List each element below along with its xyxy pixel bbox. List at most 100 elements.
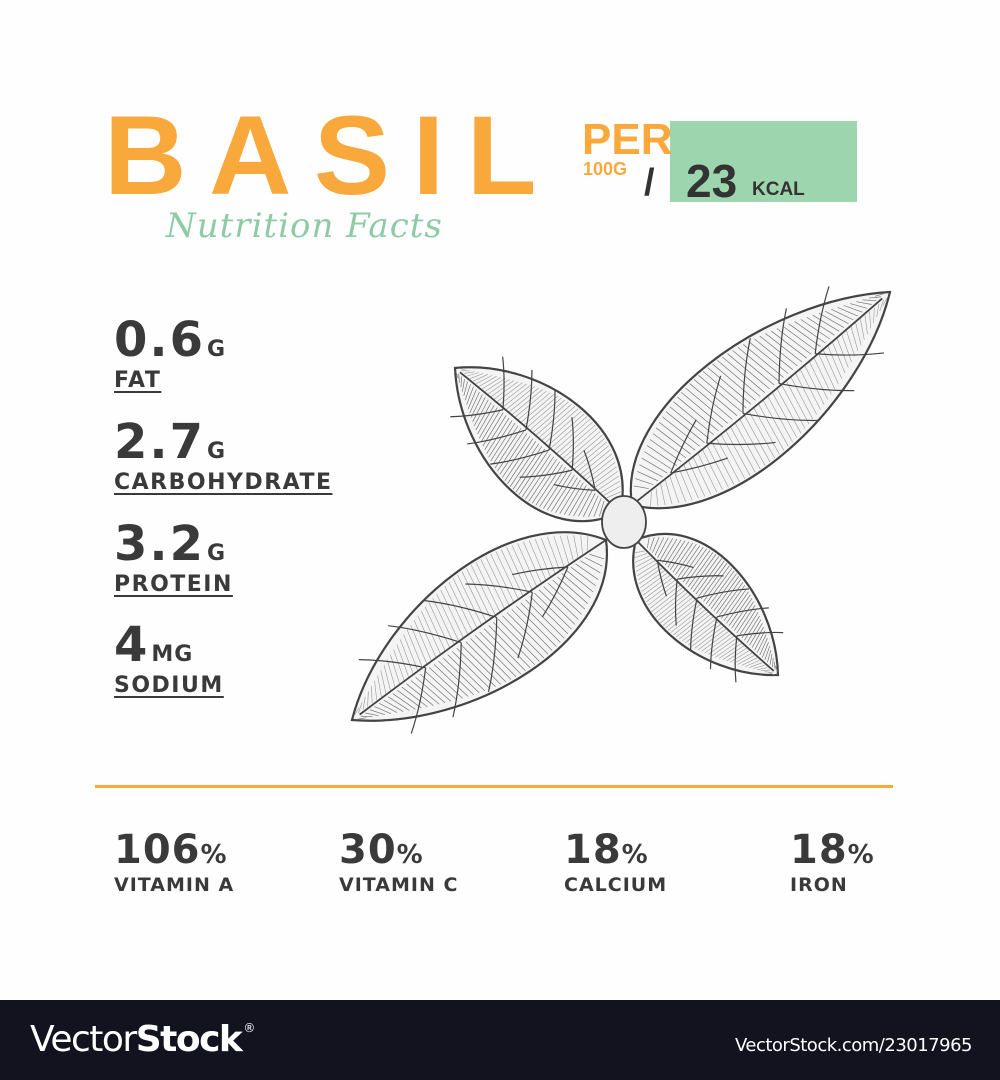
leaf-hatch: [505, 386, 535, 410]
leaf-hatch: [553, 418, 591, 452]
leaf-hatch: [706, 445, 729, 488]
leaf-hatch: [697, 628, 727, 651]
leaf-hatch: [716, 579, 742, 614]
leaf-hatch: [586, 536, 589, 551]
leaf-vein: [657, 559, 694, 569]
leaf-hatch: [644, 451, 673, 470]
nutrient-unit: G: [207, 439, 227, 464]
stem-bud: [601, 495, 647, 549]
leaf-vein: [490, 449, 550, 465]
leaf-hatch: [836, 338, 849, 368]
leaf-hatch: [689, 383, 733, 420]
leaf-midrib: [459, 371, 621, 513]
leaf-hatch: [552, 579, 585, 610]
leaf-hatch: [635, 478, 654, 486]
nutrient-label: CARBOHYDRATE: [114, 470, 333, 495]
leaf-hatch: [711, 441, 735, 485]
leaf-hatch: [390, 654, 400, 684]
leaf-hatch: [589, 553, 605, 560]
leaf-hatch: [467, 389, 477, 410]
leaf-hatch: [570, 566, 596, 587]
leaf-hatch: [484, 415, 507, 451]
leaf-hatch: [698, 560, 725, 597]
leaf-hatch: [538, 589, 576, 625]
leaf-hatch: [649, 584, 681, 609]
leaf-hatch: [507, 441, 537, 484]
percent-value: 106: [114, 827, 201, 873]
leaf-hatch: [739, 608, 757, 636]
percent-label: IRON: [790, 874, 848, 896]
leaf-hatch: [727, 353, 770, 390]
nutrient-carbohydrate: 2.7G CARBOHYDRATE: [114, 418, 332, 494]
leaf-hatch: [700, 562, 728, 600]
leaf-hatch: [591, 466, 617, 486]
leaf-hatch: [464, 384, 471, 401]
leaf-hatch: [511, 545, 533, 590]
leaf-hatch: [672, 542, 694, 573]
leaf-hatch: [369, 709, 385, 716]
leaf-vein: [814, 286, 830, 354]
leaf-hatch: [827, 345, 842, 379]
leaf-hatch: [470, 638, 512, 680]
leaf-vein: [689, 597, 698, 651]
leaf-hatch: [521, 453, 551, 498]
leaf-hatch: [480, 409, 501, 443]
leaf-hatch: [438, 660, 474, 695]
leaf-hatch: [473, 374, 488, 382]
leaf-hatch: [415, 677, 446, 704]
leaf-hatch: [717, 360, 761, 397]
leaf-hatch: [721, 585, 746, 619]
leaf-hatch: [475, 561, 501, 613]
leaf-hatch: [502, 615, 545, 659]
percent-value: 18: [564, 827, 622, 873]
leaf-hatch: [650, 491, 652, 507]
leaf-hatch: [529, 596, 569, 635]
leaf-hatch: [488, 420, 513, 458]
leaf-hatch: [691, 623, 722, 647]
leaf-hatch: [511, 389, 543, 416]
leaf-hatch: [634, 553, 648, 559]
percent-label: VITAMIN A: [114, 874, 235, 896]
leaf-midrib: [631, 297, 883, 506]
nutrient-label: SODIUM: [114, 673, 224, 698]
leaf-hatch: [499, 433, 528, 475]
leaf-hatch: [365, 712, 379, 717]
leaf-hatch: [670, 606, 704, 633]
leaf-hatch: [879, 299, 884, 312]
leaf-hatch: [534, 538, 551, 578]
leaf-vein: [583, 449, 596, 491]
divider: [95, 785, 893, 788]
leaf-hatch: [654, 537, 665, 556]
leaf-hatch: [585, 457, 614, 480]
leaf-hatch: [849, 303, 868, 309]
leaf-hatch: [753, 664, 765, 669]
leaf-hatch: [669, 406, 710, 439]
leaf-hatch: [461, 644, 501, 685]
leaf-hatch: [775, 665, 779, 673]
leaf-hatch: [480, 559, 506, 610]
leaf-hatch: [636, 560, 655, 572]
leaf-hatch: [562, 427, 598, 460]
leaf-hatch: [598, 500, 605, 517]
leaf-hatch: [681, 392, 724, 428]
leaf-hatch: [641, 457, 668, 474]
leaf-hatch: [481, 377, 502, 390]
leaf-hatch: [466, 386, 474, 405]
leaf-vein: [525, 369, 533, 431]
leaf-vein: [452, 642, 462, 718]
leaf-hatch: [421, 610, 442, 655]
leaf-hatch: [580, 560, 601, 574]
leaf-hatch: [748, 410, 775, 459]
leaf-hatch: [458, 373, 460, 383]
leaf-hatch: [534, 592, 572, 630]
serving-amount: 100G: [583, 159, 628, 179]
leaf-vein: [778, 383, 855, 392]
leaf-hatch: [718, 582, 744, 617]
leaf-hatch: [855, 322, 862, 346]
leaf-hatch: [715, 640, 740, 658]
leaf-hatch: [497, 618, 540, 662]
leaf-hatch: [723, 588, 747, 622]
leaf-hatch: [831, 308, 854, 321]
leaf-hatch: [644, 577, 673, 599]
percent-sign: %: [396, 840, 423, 870]
